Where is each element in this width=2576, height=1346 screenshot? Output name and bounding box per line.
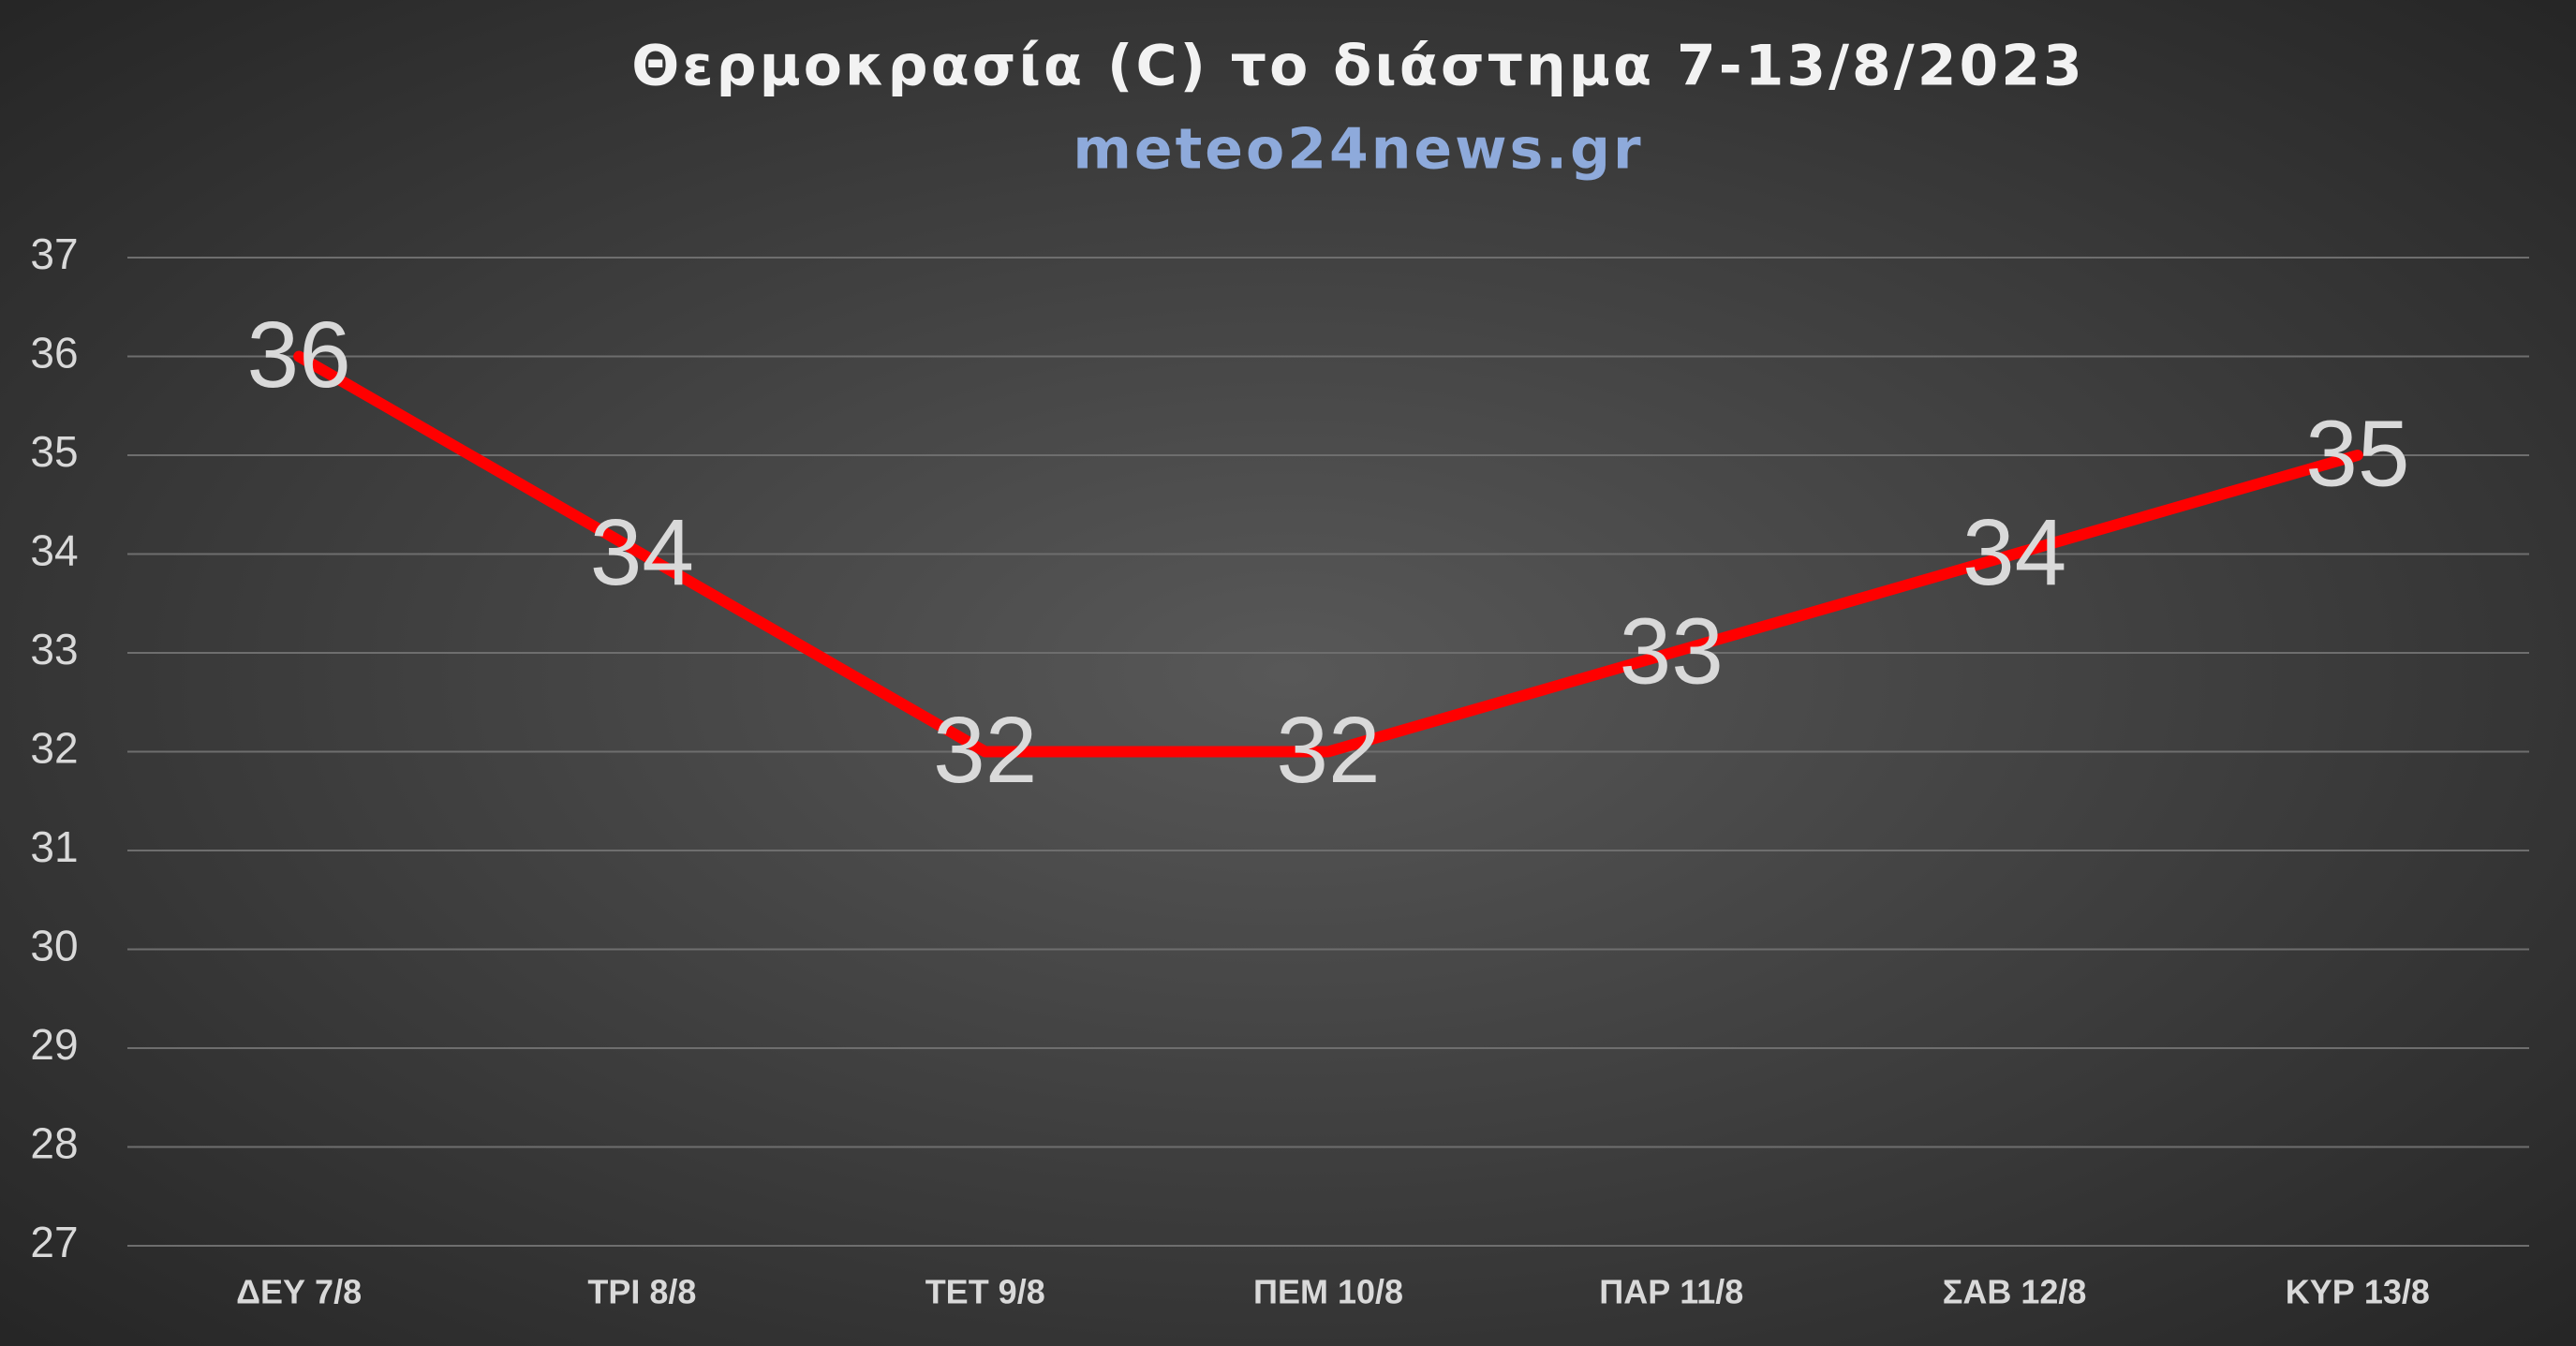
y-tick-label: 27	[30, 1218, 78, 1266]
y-tick-label: 33	[30, 625, 78, 673]
x-tick-label: ΤΡΙ 8/8	[587, 1273, 696, 1311]
y-tick-label: 35	[30, 427, 78, 476]
data-label: 32	[1276, 698, 1380, 803]
chart-title: Θερμοκρασία (C) το διάστημα 7-13/8/2023	[631, 34, 2084, 99]
y-tick-label: 36	[30, 329, 78, 377]
x-tick-label: ΠΑΡ 11/8	[1599, 1273, 1743, 1311]
chart-subtitle: meteo24news.gr	[1073, 117, 1643, 183]
data-label: 35	[2305, 401, 2409, 506]
y-tick-label: 29	[30, 1020, 78, 1069]
y-tick-label: 28	[30, 1119, 78, 1168]
data-label: 36	[247, 303, 351, 407]
y-tick-label: 32	[30, 724, 78, 773]
y-tick-label: 37	[30, 229, 78, 278]
x-tick-label: ΣΑΒ 12/8	[1943, 1273, 2087, 1311]
data-label: 34	[1962, 500, 2066, 605]
data-label: 34	[590, 500, 694, 605]
data-label: 32	[933, 698, 1037, 803]
y-tick-label: 31	[30, 822, 78, 871]
line	[293, 350, 2363, 758]
y-tick-label: 34	[30, 526, 78, 575]
x-tick-label: ΔΕΥ 7/8	[236, 1273, 362, 1311]
x-tick-label: ΠΕΜ 10/8	[1253, 1273, 1403, 1311]
y-tick-label: 30	[30, 922, 78, 970]
data-label: 33	[1620, 599, 1724, 703]
x-tick-label: ΤΕΤ 9/8	[925, 1273, 1045, 1311]
x-tick-label: ΚΥΡ 13/8	[2286, 1273, 2430, 1311]
